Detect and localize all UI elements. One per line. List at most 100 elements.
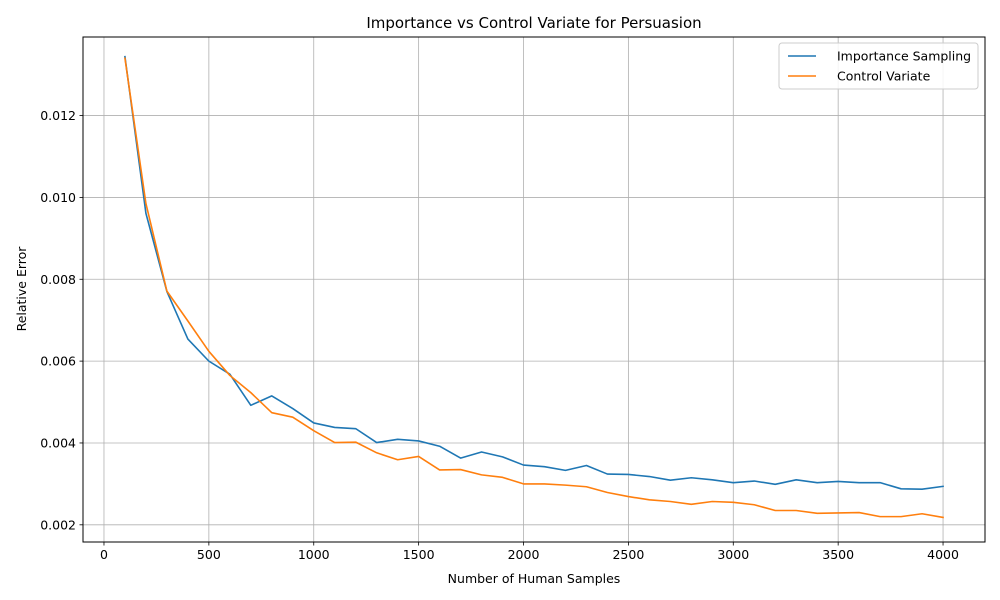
x-axis-label: Number of Human Samples xyxy=(448,571,621,586)
data-point-control-variate xyxy=(501,476,503,478)
data-point-importance-sampling xyxy=(145,212,147,214)
data-point-control-variate xyxy=(648,499,650,501)
data-point-importance-sampling xyxy=(564,469,566,471)
x-tick-label: 0 xyxy=(100,547,108,562)
data-point-importance-sampling xyxy=(501,456,503,458)
data-point-control-variate xyxy=(459,468,461,470)
data-point-importance-sampling xyxy=(208,360,210,362)
data-point-control-variate xyxy=(438,469,440,471)
data-point-importance-sampling xyxy=(543,466,545,468)
y-tick-label: 0.002 xyxy=(40,517,76,532)
legend: Importance Sampling Control Variate xyxy=(778,42,979,90)
x-tick-label: 3500 xyxy=(822,547,854,562)
data-point-importance-sampling xyxy=(648,475,650,477)
data-point-importance-sampling xyxy=(250,404,252,406)
data-point-control-variate xyxy=(334,441,336,443)
data-point-importance-sampling xyxy=(354,427,356,429)
data-point-importance-sampling xyxy=(522,464,524,466)
data-point-control-variate xyxy=(690,503,692,505)
data-point-control-variate xyxy=(795,509,797,511)
y-tick-label: 0.010 xyxy=(40,190,76,205)
data-point-importance-sampling xyxy=(606,473,608,475)
data-point-importance-sampling xyxy=(942,485,944,487)
legend-box xyxy=(778,42,979,90)
x-tick-label: 4000 xyxy=(927,547,959,562)
chart-title: Importance vs Control Variate for Persua… xyxy=(366,14,701,32)
data-point-importance-sampling xyxy=(375,441,377,443)
data-point-importance-sampling xyxy=(816,481,818,483)
x-tick-label: 3000 xyxy=(717,547,749,562)
data-point-control-variate xyxy=(669,500,671,502)
data-point-control-variate xyxy=(292,416,294,418)
x-tick-label: 1000 xyxy=(298,547,330,562)
data-point-importance-sampling xyxy=(732,481,734,483)
data-point-importance-sampling xyxy=(459,457,461,459)
data-point-importance-sampling xyxy=(921,488,923,490)
series-line-control-variate xyxy=(124,57,944,519)
x-tick-label: 1500 xyxy=(403,547,435,562)
series-layer xyxy=(124,55,944,519)
data-point-control-variate xyxy=(313,429,315,431)
data-point-importance-sampling xyxy=(292,407,294,409)
series-line-importance-sampling xyxy=(124,55,944,491)
data-point-importance-sampling xyxy=(900,488,902,490)
data-point-control-variate xyxy=(879,515,881,517)
y-tick-label: 0.012 xyxy=(40,108,76,123)
data-point-control-variate xyxy=(354,441,356,443)
data-point-control-variate xyxy=(774,509,776,511)
ticks-layer: 0 500 1000 1500 2000 2500 3000 3500 4000 0.002 0.0… xyxy=(40,108,959,562)
y-tick-label: 0.008 xyxy=(40,272,76,287)
data-point-importance-sampling xyxy=(774,483,776,485)
data-point-importance-sampling xyxy=(271,395,273,397)
data-point-control-variate xyxy=(816,512,818,514)
data-point-control-variate xyxy=(166,290,168,292)
data-point-importance-sampling xyxy=(396,438,398,440)
y-axis-label: Relative Error xyxy=(14,246,29,332)
data-point-importance-sampling xyxy=(690,477,692,479)
data-point-importance-sampling xyxy=(187,338,189,340)
data-point-control-variate xyxy=(522,483,524,485)
data-point-importance-sampling xyxy=(711,479,713,481)
data-point-control-variate xyxy=(921,513,923,515)
legend-label-control-variate: Control Variate xyxy=(837,69,931,84)
data-point-control-variate xyxy=(732,501,734,503)
x-tick-label: 500 xyxy=(197,547,221,562)
data-point-control-variate xyxy=(564,484,566,486)
data-point-control-variate xyxy=(229,374,231,376)
data-point-importance-sampling xyxy=(858,481,860,483)
data-point-control-variate xyxy=(606,491,608,493)
data-point-control-variate xyxy=(837,512,839,514)
data-point-control-variate xyxy=(543,483,545,485)
data-point-importance-sampling xyxy=(669,479,671,481)
data-point-importance-sampling xyxy=(480,451,482,453)
legend-label-importance-sampling: Importance Sampling xyxy=(837,49,971,64)
data-point-control-variate xyxy=(124,57,126,59)
data-point-importance-sampling xyxy=(753,480,755,482)
data-point-control-variate xyxy=(942,516,944,518)
data-point-control-variate xyxy=(271,411,273,413)
data-point-control-variate xyxy=(753,504,755,506)
plot-area-frame xyxy=(82,36,986,543)
data-point-importance-sampling xyxy=(795,479,797,481)
data-point-control-variate xyxy=(375,452,377,454)
y-tick-label: 0.004 xyxy=(40,435,76,450)
data-point-importance-sampling xyxy=(879,481,881,483)
grid-layer xyxy=(83,37,985,542)
data-point-control-variate xyxy=(858,511,860,513)
data-point-importance-sampling xyxy=(585,464,587,466)
data-point-control-variate xyxy=(711,500,713,502)
data-point-importance-sampling xyxy=(313,422,315,424)
data-point-importance-sampling xyxy=(837,480,839,482)
data-point-control-variate xyxy=(145,202,147,204)
data-point-control-variate xyxy=(627,495,629,497)
data-point-importance-sampling xyxy=(334,426,336,428)
data-point-control-variate xyxy=(900,515,902,517)
data-point-control-variate xyxy=(480,474,482,476)
y-tick-label: 0.006 xyxy=(40,354,76,369)
data-point-control-variate xyxy=(208,350,210,352)
data-point-importance-sampling xyxy=(417,440,419,442)
data-point-control-variate xyxy=(250,391,252,393)
data-point-importance-sampling xyxy=(627,473,629,475)
